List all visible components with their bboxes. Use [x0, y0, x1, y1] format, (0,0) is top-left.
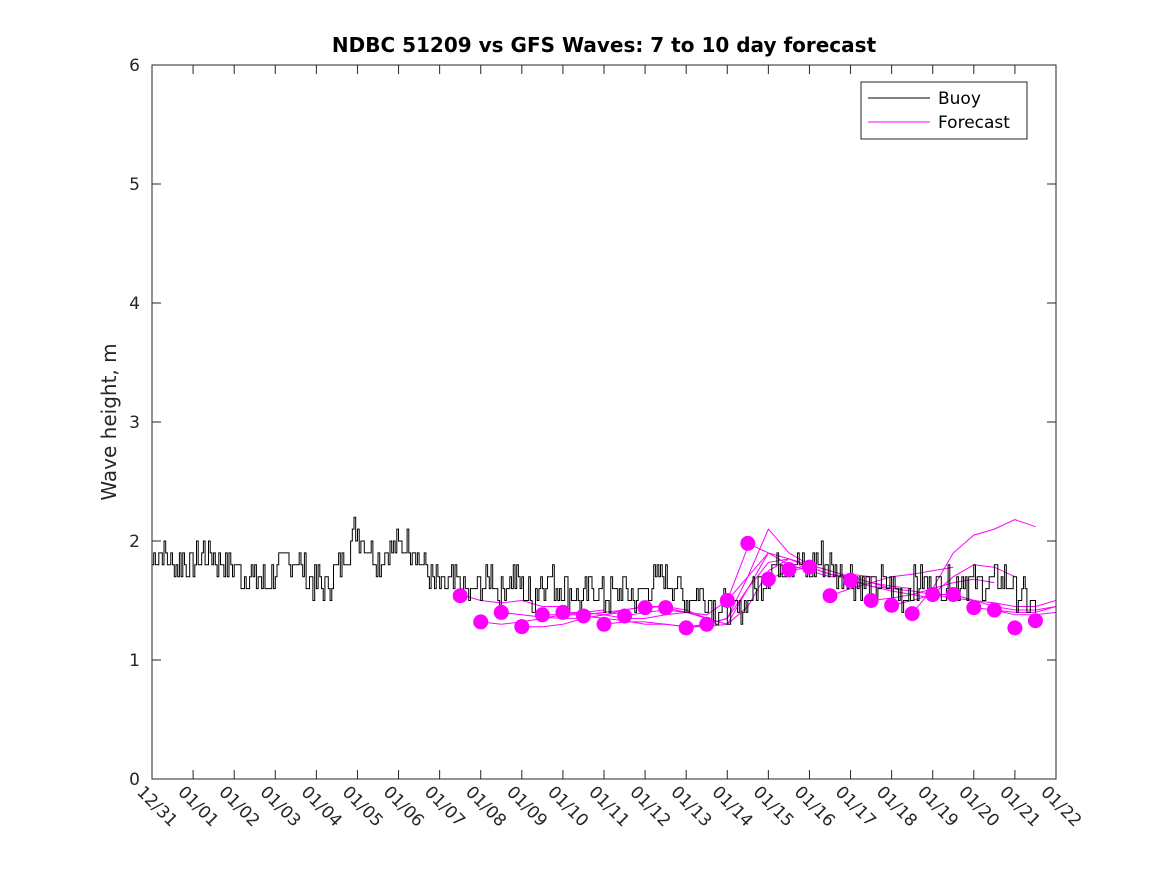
plot-frame	[151, 64, 1057, 780]
legend: Buoy Forecast	[860, 81, 1028, 140]
y-tick-label-3: 3	[129, 413, 140, 433]
forecast-marker-19	[843, 572, 859, 588]
buoy-series	[152, 516, 1036, 625]
y-tick-label-2: 2	[129, 532, 140, 552]
y-tick-label-1: 1	[129, 651, 140, 671]
forecast-marker-14	[740, 535, 756, 551]
forecast-line-0	[460, 594, 563, 607]
forecast-marker-28	[1027, 613, 1043, 629]
forecast-marker-12	[699, 616, 715, 632]
forecast-marker-23	[925, 587, 941, 603]
forecast-marker-21	[884, 597, 900, 613]
forecast-line-26	[994, 609, 1056, 616]
forecast-marker-10	[658, 600, 674, 616]
forecast-marker-17	[801, 559, 817, 575]
forecast-marker-13	[719, 593, 735, 608]
forecast-marker-0	[452, 588, 468, 604]
forecast-marker-6	[575, 608, 591, 624]
forecast-marker-9	[637, 600, 653, 616]
forecast-marker-26	[986, 602, 1002, 618]
forecast-marker-25	[966, 600, 982, 616]
plot-clip	[152, 516, 1056, 636]
forecast-markers	[452, 535, 1043, 636]
forecast-marker-5	[555, 604, 571, 620]
forecast-marker-4	[534, 607, 550, 623]
y-axis-label: Wave height, m	[97, 343, 121, 500]
chart-title: NDBC 51209 vs GFS Waves: 7 to 10 day for…	[332, 33, 877, 57]
forecast-marker-1	[473, 614, 489, 630]
forecast-marker-18	[822, 588, 838, 604]
forecast-marker-20	[863, 593, 879, 608]
forecast-marker-22	[904, 606, 920, 622]
y-tick-label-5: 5	[129, 175, 140, 195]
legend-forecast-label: Forecast	[938, 113, 1010, 133]
forecast-marker-16	[781, 562, 797, 578]
buoy-line	[152, 516, 1036, 625]
legend-buoy-label: Buoy	[938, 89, 981, 109]
forecast-marker-2	[493, 604, 509, 620]
legend-box	[860, 81, 1028, 140]
forecast-line-24	[953, 594, 1056, 611]
y-tick-label-0: 0	[129, 770, 140, 790]
forecast-marker-8	[617, 608, 633, 624]
forecast-marker-27	[1007, 620, 1023, 636]
y-tick-label-4: 4	[129, 294, 140, 314]
forecast-marker-15	[760, 571, 776, 587]
forecast-marker-7	[596, 616, 612, 632]
axis-ticks	[151, 64, 1057, 780]
y-tick-labels: 0 1 2 3 4 5 6	[129, 56, 140, 790]
y-tick-label-6: 6	[129, 56, 140, 76]
forecast-marker-3	[514, 619, 530, 635]
plot-area	[152, 65, 1056, 779]
forecast-marker-24	[945, 587, 961, 603]
forecast-marker-11	[678, 620, 694, 636]
